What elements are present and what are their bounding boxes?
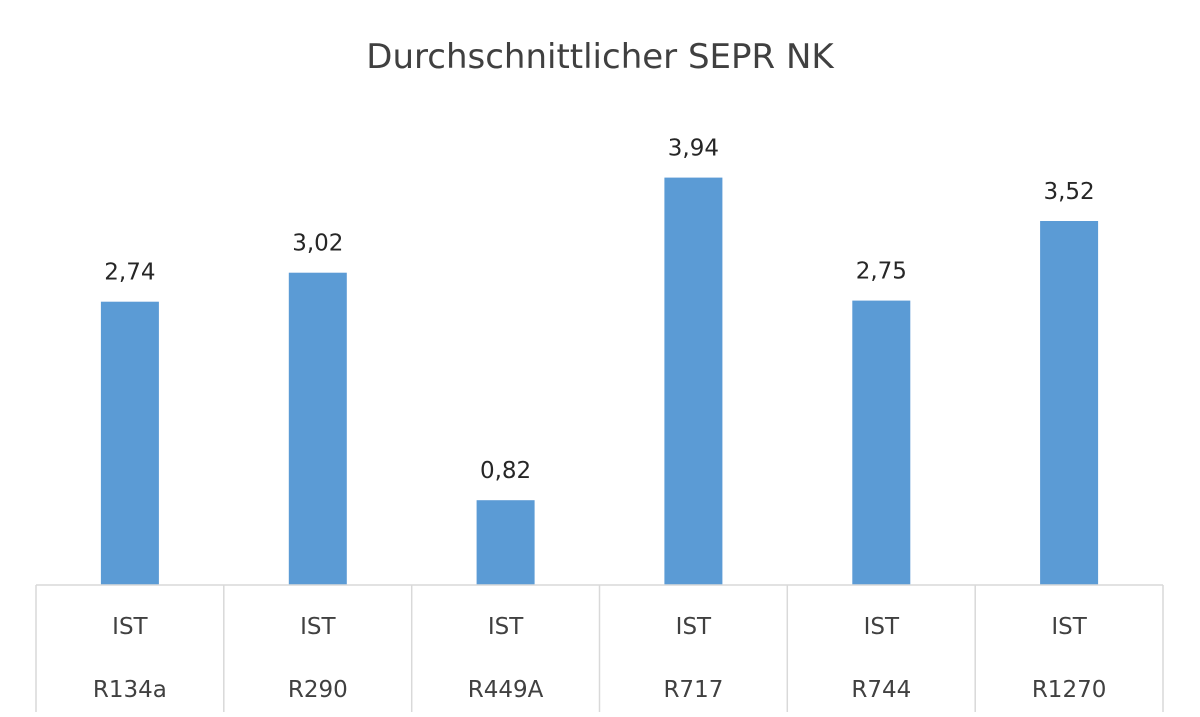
chart-title: Durchschnittlicher SEPR NK <box>366 37 835 77</box>
category-label-group: IST <box>300 614 336 640</box>
category-label-group: IST <box>1051 614 1087 640</box>
category-label-group: IST <box>676 614 712 640</box>
category-label-r290: R290 <box>288 677 348 703</box>
category-label-group: IST <box>488 614 524 640</box>
data-label-r744: 2,75 <box>856 259 907 285</box>
category-axis: IST R134a IST R290 IST R449A IST R717 IST R744 IST… <box>35 584 1164 712</box>
data-label-r1270: 3,52 <box>1043 179 1094 205</box>
category-label-group: IST <box>864 614 900 640</box>
bar-r717 <box>664 177 723 585</box>
category-label-r449a: R449A <box>468 677 544 703</box>
bar-r449a <box>476 500 535 585</box>
data-label-r449a: 0,82 <box>480 458 531 484</box>
bar-r1270 <box>1040 221 1099 585</box>
data-label-r134a: 2,74 <box>104 260 155 286</box>
category-label-r134a: R134a <box>93 677 167 703</box>
bars-group <box>100 177 1099 585</box>
data-label-r717: 3,94 <box>668 136 719 162</box>
data-labels-group: 2,74 3,02 0,82 3,94 2,75 3,52 <box>104 136 1094 485</box>
bar-r290 <box>288 272 347 585</box>
category-label-r744: R744 <box>851 677 911 703</box>
bar-r134a <box>100 301 159 585</box>
category-label-r1270: R1270 <box>1032 677 1107 703</box>
data-label-r290: 3,02 <box>292 231 343 257</box>
category-label-group: IST <box>112 614 148 640</box>
category-label-r717: R717 <box>663 677 723 703</box>
bar-r744 <box>852 300 911 585</box>
